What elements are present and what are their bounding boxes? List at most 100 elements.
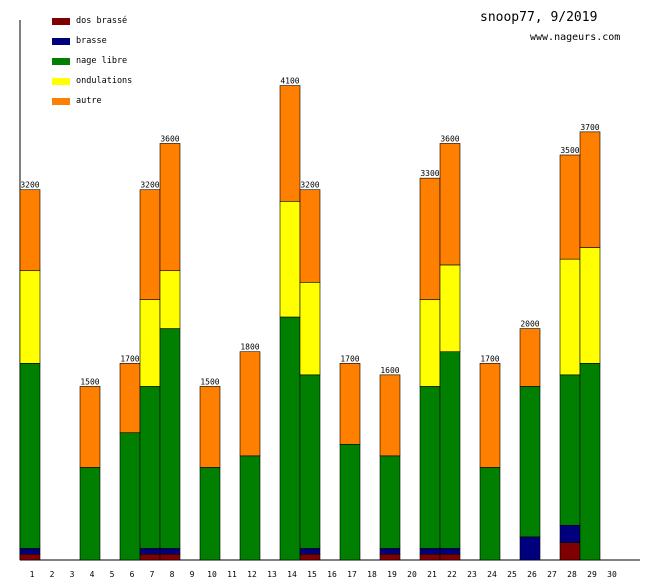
legend-label: brasse [76, 36, 107, 46]
bar-total-label: 1700 [340, 354, 359, 363]
bar-segment [299, 548, 321, 555]
bar-segment [299, 374, 321, 549]
bar-segment [579, 362, 601, 561]
x-tick-label: 15 [307, 570, 317, 579]
x-tick-label: 10 [207, 570, 217, 579]
bar-total-label: 3500 [560, 146, 579, 155]
x-tick-label: 24 [487, 570, 497, 579]
bar-segment [519, 386, 541, 538]
bar-segment [579, 247, 601, 364]
x-tick-label: 4 [90, 570, 95, 579]
legend: dos brassé brasse nage libre ondulations… [52, 16, 132, 116]
bar-segment [339, 362, 361, 445]
x-tick-label: 1 [30, 570, 35, 579]
bar-segment [139, 299, 161, 387]
x-tick-label: 26 [527, 570, 537, 579]
bar-segment [339, 443, 361, 561]
legend-item-ondulations: ondulations [52, 76, 132, 96]
legend-label: dos brassé [76, 16, 128, 26]
x-tick-label: 21 [427, 570, 437, 579]
x-tick-label: 30 [607, 570, 617, 579]
x-tick-label: 6 [130, 570, 135, 579]
bar-segment [559, 524, 581, 543]
bar-segment [479, 362, 501, 468]
x-tick-label: 29 [587, 570, 597, 579]
bar-segment [559, 258, 581, 376]
bar-segment [139, 189, 161, 300]
bar-total-label: 1700 [120, 354, 139, 363]
legend-item-dos-brasse: dos brassé [52, 16, 132, 36]
bar-segment [279, 85, 301, 202]
bar-segment [19, 548, 41, 555]
legend-swatch [52, 58, 70, 65]
bar-segment [419, 177, 441, 300]
bar-segment [199, 386, 221, 468]
legend-swatch [52, 18, 70, 25]
bar-segment [299, 281, 321, 376]
bar-segment [479, 467, 501, 561]
x-tick-label: 3 [70, 570, 75, 579]
bar-segment [299, 189, 321, 283]
legend-swatch [52, 78, 70, 85]
bar-segment [559, 542, 581, 561]
x-tick-label: 13 [267, 570, 277, 579]
x-tick-label: 14 [287, 570, 297, 579]
bar-total-label: 3600 [160, 134, 179, 143]
bar-segment [419, 386, 441, 549]
x-tick-label: 5 [110, 570, 115, 579]
legend-item-nage-libre: nage libre [52, 56, 132, 76]
site-url-link[interactable]: www.nageurs.com [530, 32, 621, 43]
bar-total-label: 3600 [440, 134, 459, 143]
bar-segment [379, 548, 401, 555]
chart-title: snoop77, 9/2019 [480, 10, 598, 25]
x-tick-label: 2 [50, 570, 55, 579]
x-tick-label: 28 [567, 570, 577, 579]
bar-segment [159, 270, 181, 329]
bar-segment [279, 200, 301, 318]
bar-segment [139, 386, 161, 549]
bar-total-label: 3200 [20, 181, 39, 190]
legend-label: autre [76, 96, 102, 106]
x-tick-label: 25 [507, 570, 517, 579]
bar-segment [19, 362, 41, 549]
legend-item-autre: autre [52, 96, 132, 116]
x-tick-label: 27 [547, 570, 557, 579]
bar-segment [79, 386, 101, 468]
bar-segment [559, 374, 581, 526]
x-tick-label: 8 [170, 570, 175, 579]
x-tick-label: 12 [247, 570, 257, 579]
bar-segment [19, 270, 41, 364]
x-tick-label: 20 [407, 570, 417, 579]
bar-segment [79, 467, 101, 561]
x-tick-label: 18 [367, 570, 377, 579]
bar-total-label: 3700 [580, 123, 599, 132]
bar-segment [279, 316, 301, 561]
bar-segment [439, 351, 461, 549]
x-tick-label: 7 [150, 570, 155, 579]
bar-segment [419, 299, 441, 387]
x-tick-label: 16 [327, 570, 337, 579]
bar-total-label: 2000 [520, 320, 539, 329]
bar-segment [439, 548, 461, 555]
bars-group: 3200 1500 1700 3200 3600 1500 1800 4100 3200 1700… [19, 77, 601, 561]
bar-segment [299, 553, 321, 561]
bar-segment [379, 553, 401, 561]
bar-total-label: 3200 [140, 181, 159, 190]
bar-segment [519, 328, 541, 387]
x-tick-label: 23 [467, 570, 477, 579]
legend-item-brasse: brasse [52, 36, 132, 56]
x-tick-label: 22 [447, 570, 457, 579]
bar-segment [19, 553, 41, 561]
x-tick-label: 19 [387, 570, 397, 579]
x-tick-label: 17 [347, 570, 357, 579]
bar-total-label: 3200 [300, 181, 319, 190]
legend-label: nage libre [76, 56, 128, 66]
bar-segment [139, 553, 161, 561]
bar-total-label: 3300 [420, 169, 439, 178]
bar-total-label: 1800 [240, 343, 259, 352]
legend-swatch [52, 38, 70, 45]
bar-segment [159, 553, 181, 561]
bar-segment [159, 548, 181, 555]
x-tick-labels: 1 2 3 4 5 6 7 8 9 10 11 12 13 14 15 16 17 18 19 20 21 22 23 24 2… [30, 570, 617, 579]
